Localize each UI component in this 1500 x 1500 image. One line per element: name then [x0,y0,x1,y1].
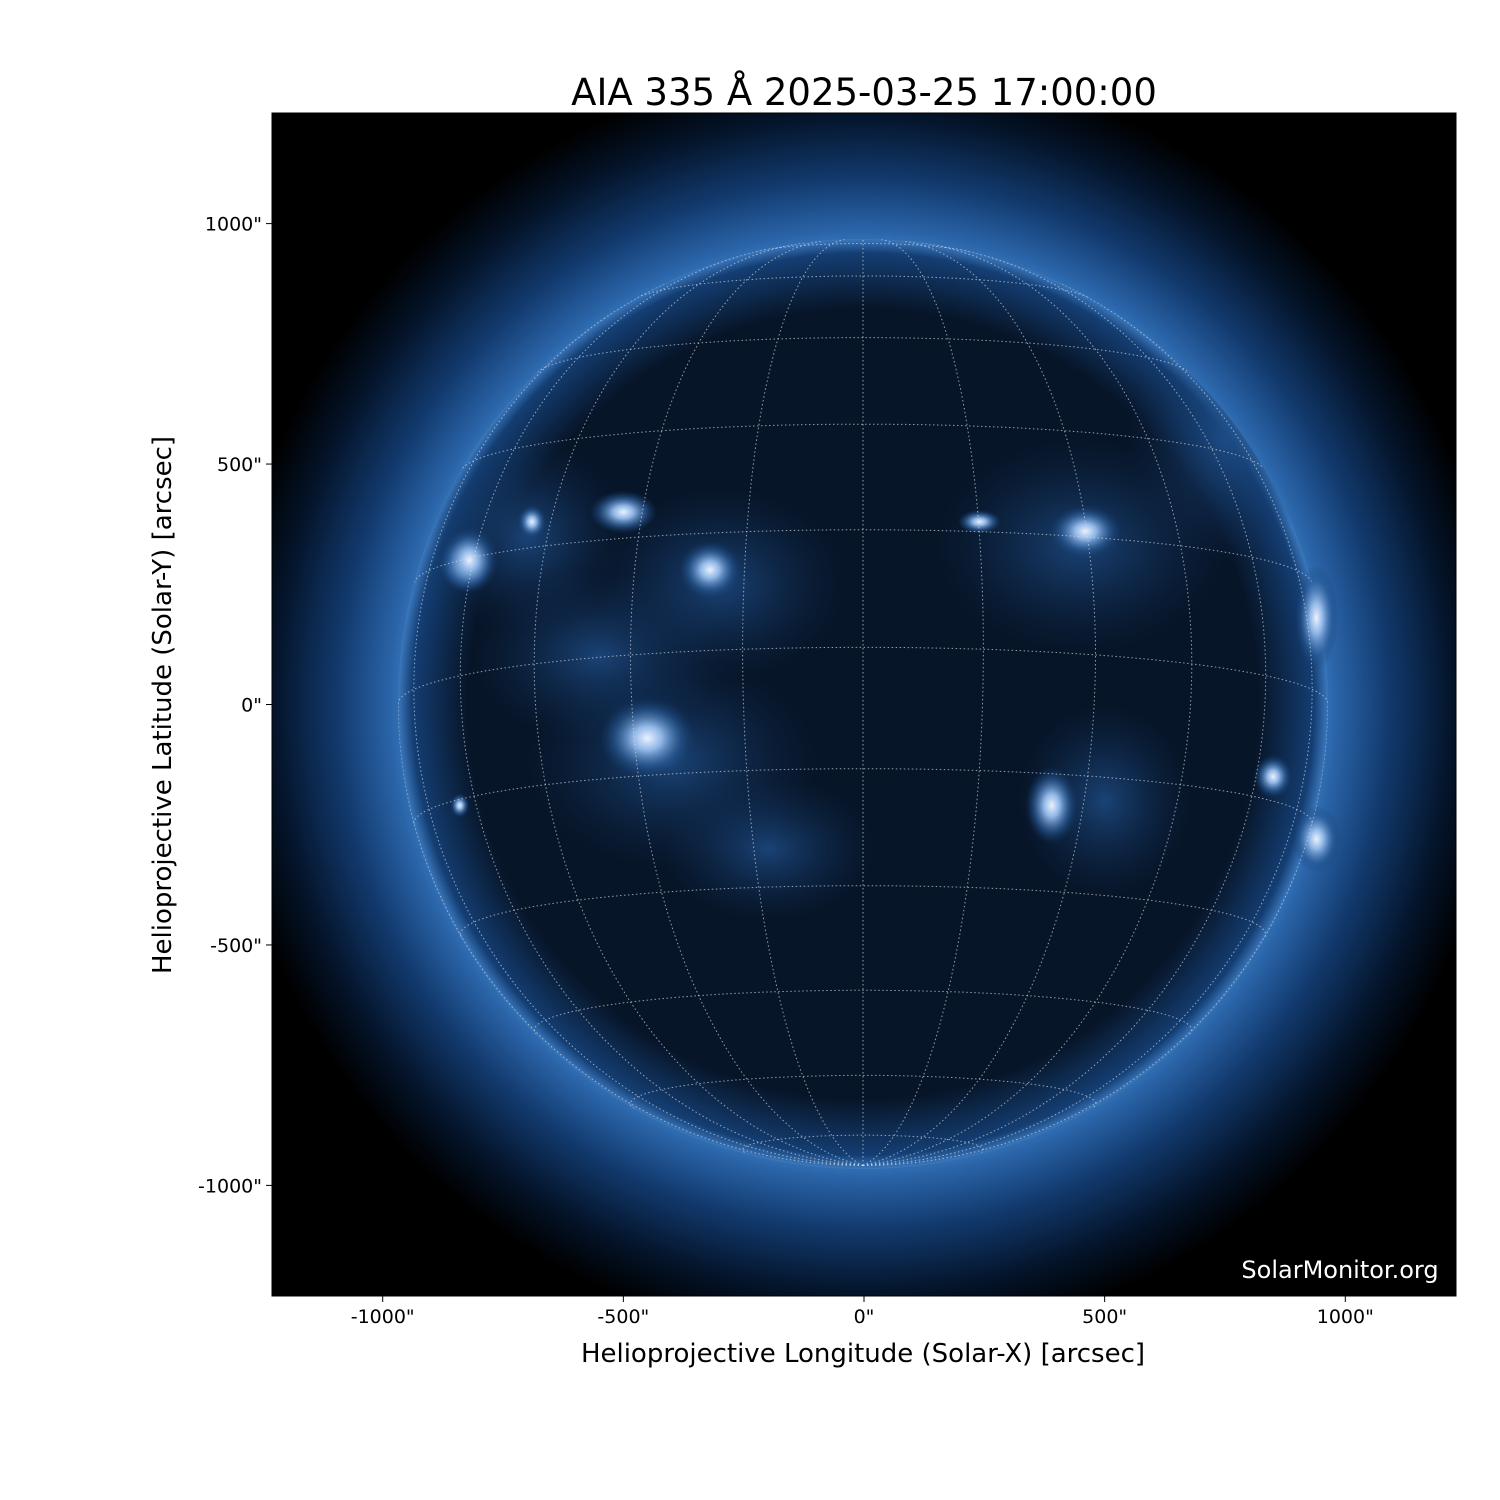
y-tick-label: 1000" [205,214,262,236]
y-tick-label: -500" [210,935,262,957]
active-region [517,504,547,539]
active-region [957,509,1002,534]
latitude-line [629,1074,1097,1109]
latitude-line [413,768,1313,824]
meridian-line [459,248,864,1166]
latitude-line [462,423,1264,469]
limb-brightening [1294,565,1339,671]
x-tick-label: -500" [597,1306,649,1328]
diffuse-emission [1018,704,1192,897]
meridian-line [862,242,1193,1166]
y-tick-label: -1000" [198,1175,262,1197]
chart-title: AIA 335 Å 2025-03-25 17:00:00 [571,70,1157,114]
y-axis-label: Helioprojective Latitude (Solar-Y) [arcs… [148,436,178,974]
active-region [1025,767,1079,844]
latitude-line [742,1134,984,1153]
latitude-line [533,989,1193,1035]
x-tick-label: -1000" [351,1306,415,1328]
active-region [678,540,742,599]
latitude-line [459,885,1267,939]
x-tick-label: 0" [854,1306,875,1328]
latitude-line [413,529,1313,583]
meridian-line [862,239,984,1166]
x-tick-label: 500" [1082,1306,1127,1328]
diffuse-emission [661,776,874,921]
active-region [1049,504,1122,558]
y-tick-label: 500" [217,454,262,476]
x-tick-label: 1000" [1317,1306,1374,1328]
active-region [599,697,696,780]
watermark: SolarMonitor.org [1241,1256,1438,1284]
active-region [589,490,658,534]
latitude-line [537,337,1189,373]
active-region [450,793,470,818]
heliographic-grid [398,239,1328,1166]
active-regions [430,319,1322,921]
solar-image [272,113,1456,1296]
y-axis: -1000" -500" 0" 500" 1000" [198,214,272,1197]
x-axis-label: Helioprojective Longitude (Solar-X) [arc… [581,1339,1145,1369]
limb-brightening [1292,805,1341,873]
meridian-line [862,248,1267,1166]
meridian-line [533,242,864,1166]
limb-brightenings [440,526,1341,873]
limb-brightening [440,526,499,594]
x-axis: -1000" -500" 0" 500" 1000" [351,1296,1374,1328]
y-tick-label: 0" [241,695,262,717]
meridian-line [742,239,864,1166]
active-region [1253,754,1293,799]
